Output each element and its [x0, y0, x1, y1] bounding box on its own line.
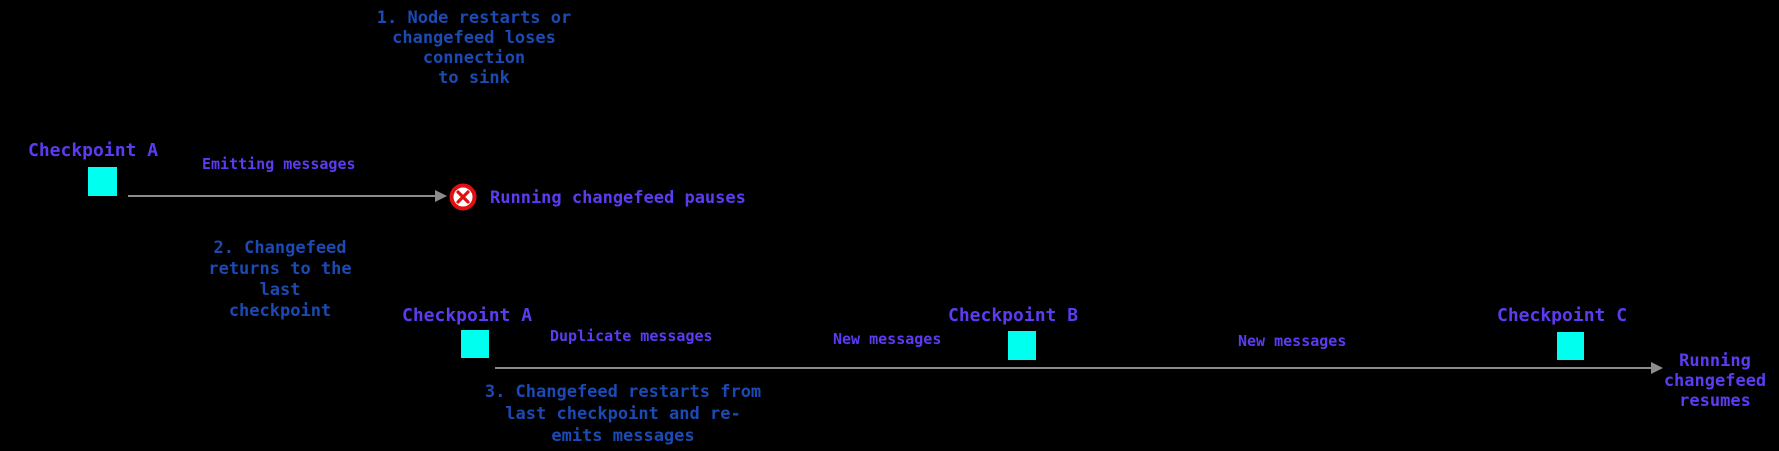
checkpoint-b-marker: [1008, 331, 1036, 360]
checkpoint-a-label-2: Checkpoint A: [402, 305, 533, 326]
step2-note: 2. Changefeed returns to the last checkp…: [208, 238, 352, 321]
timeline1-arrow: [128, 190, 447, 202]
resume-label: Running changefeed resumes: [1663, 351, 1767, 411]
duplicate-messages-label: Duplicate messages: [550, 327, 713, 345]
circled-x-icon: [449, 183, 477, 211]
timeline2-arrow: [495, 362, 1663, 374]
emitting-messages-label: Emitting messages: [202, 155, 356, 173]
step3-note: 3. Changefeed restarts from last checkpo…: [484, 382, 762, 446]
pause-label: Running changefeed pauses: [490, 188, 746, 208]
step1-note: 1. Node restarts or changefeed loses con…: [376, 8, 572, 88]
new-messages-label-2: New messages: [1238, 332, 1347, 350]
checkpoint-a-marker-2: [461, 330, 489, 358]
checkpoint-c-label: Checkpoint C: [1497, 305, 1628, 326]
checkpoint-a-label: Checkpoint A: [28, 140, 159, 161]
checkpoint-a-marker: [88, 167, 117, 196]
checkpoint-b-label: Checkpoint B: [948, 305, 1079, 326]
new-messages-label-1: New messages: [833, 330, 942, 348]
checkpoint-c-marker: [1557, 332, 1584, 360]
